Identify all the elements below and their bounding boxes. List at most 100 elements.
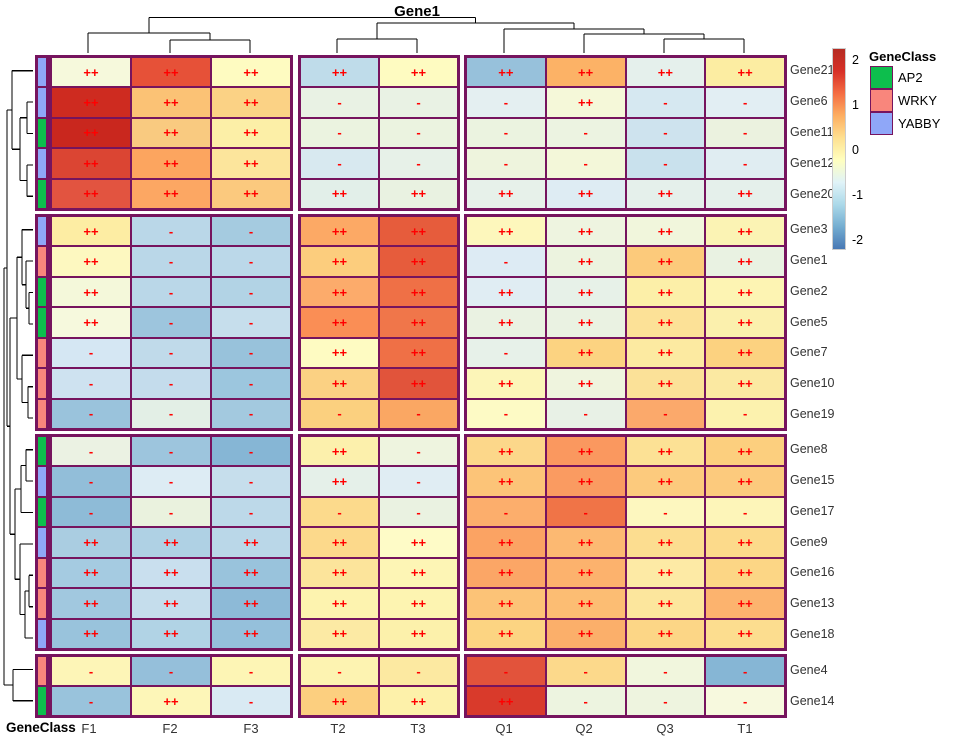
row-label-Gene9: Gene9 bbox=[790, 535, 828, 549]
heatmap-cell-Gene13-F2: ++ bbox=[131, 588, 211, 619]
heatmap-cell-Gene14-T1: - bbox=[705, 686, 785, 716]
heatmap-cell-Gene13-Q3: ++ bbox=[625, 588, 706, 619]
heatmap-cell-Gene21-T2: ++ bbox=[300, 57, 379, 88]
heatmap-cell-Gene2-T3: ++ bbox=[379, 276, 458, 308]
row-label-Gene14: Gene14 bbox=[790, 694, 835, 708]
row-label-Gene3: Gene3 bbox=[790, 222, 828, 236]
heatmap-cell-Gene21-F3: ++ bbox=[211, 57, 291, 88]
heatmap-cell-Gene12-F2: ++ bbox=[131, 148, 211, 179]
heatmap-cell-Gene10-T2: ++ bbox=[300, 368, 379, 399]
heatmap-cell-Gene19-F1: - bbox=[51, 398, 131, 429]
heatmap-cell-Gene9-Q2: ++ bbox=[545, 527, 626, 558]
row-label-Gene8: Gene8 bbox=[790, 442, 828, 456]
heatmap-cell-Gene11-F2: ++ bbox=[131, 117, 211, 149]
row-annotation-block bbox=[35, 434, 49, 651]
heatmap-cell-Gene19-Q3: - bbox=[625, 398, 706, 429]
heatmap-cell-Gene12-Q1: - bbox=[466, 148, 546, 179]
heatmap-cell-Gene5-T3: ++ bbox=[379, 307, 458, 338]
annotation-Gene9-YABBY bbox=[37, 527, 47, 558]
heatmap-cell-Gene10-Q1: ++ bbox=[466, 368, 546, 399]
heatmap-cell-Gene1-Q1: - bbox=[466, 246, 546, 277]
heatmap-cell-Gene6-T1: - bbox=[705, 87, 785, 118]
annotation-Gene3-YABBY bbox=[37, 216, 47, 247]
legend-label-YABBY: YABBY bbox=[898, 116, 941, 131]
heatmap-cell-Gene4-T3: - bbox=[379, 656, 458, 686]
heatmap-cell-Gene5-F1: ++ bbox=[51, 307, 131, 338]
heatmap-cell-Gene2-T2: ++ bbox=[300, 276, 379, 308]
annotation-Gene19-WRKY bbox=[37, 398, 47, 429]
heatmap-cell-Gene12-T3: - bbox=[379, 148, 458, 179]
heatmap-cell-Gene14-F2: ++ bbox=[131, 686, 211, 716]
row-label-Gene16: Gene16 bbox=[790, 565, 835, 579]
heatmap-cell-Gene3-F3: - bbox=[211, 216, 291, 247]
heatmap-cell-Gene12-T2: - bbox=[300, 148, 379, 179]
heatmap-block: ++ ++ ++ ++ - ++ - - - - - - - - - - ++ ++ ++ ++ bbox=[464, 55, 787, 211]
legend-swatch-YABBY bbox=[870, 112, 893, 135]
heatmap-block: - - ++ ++ bbox=[298, 654, 460, 718]
column-label-F3: F3 bbox=[243, 721, 259, 736]
heatmap-cell-Gene11-T3: - bbox=[379, 117, 458, 149]
heatmap-cell-Gene21-Q1: ++ bbox=[466, 57, 546, 88]
heatmap-cell-Gene17-T1: - bbox=[705, 496, 785, 528]
heatmap-block: ++ - - ++ - - ++ - - ++ - - - - - - - - - - - bbox=[49, 214, 293, 431]
heatmap-cell-Gene2-Q3: ++ bbox=[625, 276, 706, 308]
heatmap-cell-Gene20-F1: ++ bbox=[51, 178, 131, 209]
heatmap-cell-Gene14-F1: - bbox=[51, 686, 131, 716]
heatmap-cell-Gene7-Q2: ++ bbox=[545, 337, 626, 369]
heatmap-cell-Gene8-Q1: ++ bbox=[466, 436, 546, 467]
row-annotation-block bbox=[35, 654, 49, 718]
heatmap-cell-Gene4-Q2: - bbox=[545, 656, 626, 686]
annotation-Gene15-YABBY bbox=[37, 466, 47, 497]
heatmap-cell-Gene7-F3: - bbox=[211, 337, 291, 369]
row-label-Gene15: Gene15 bbox=[790, 473, 835, 487]
heatmap-cell-Gene10-T1: ++ bbox=[705, 368, 785, 399]
heatmap-cell-Gene7-T1: ++ bbox=[705, 337, 785, 369]
heatmap-cell-Gene8-F2: - bbox=[131, 436, 211, 467]
heatmap-cell-Gene7-F2: - bbox=[131, 337, 211, 369]
heatmap-cell-Gene20-F2: ++ bbox=[131, 178, 211, 209]
column-label-T2: T2 bbox=[330, 721, 346, 736]
heatmap-cell-Gene4-Q3: - bbox=[625, 656, 706, 686]
column-label-Q3: Q3 bbox=[656, 721, 674, 736]
legend-label-AP2: AP2 bbox=[898, 70, 923, 85]
row-label-Gene13: Gene13 bbox=[790, 596, 835, 610]
heatmap-cell-Gene20-F3: ++ bbox=[211, 178, 291, 209]
heatmap-cell-Gene7-T2: ++ bbox=[300, 337, 379, 369]
heatmap-cell-Gene7-Q1: - bbox=[466, 337, 546, 369]
heatmap-cell-Gene20-T2: ++ bbox=[300, 178, 379, 209]
heatmap-cell-Gene16-F1: ++ bbox=[51, 557, 131, 589]
row-label-Gene4: Gene4 bbox=[790, 663, 828, 677]
heatmap-cell-Gene6-F2: ++ bbox=[131, 87, 211, 118]
row-label-Gene17: Gene17 bbox=[790, 504, 835, 518]
heatmap-cell-Gene6-Q1: - bbox=[466, 87, 546, 118]
heatmap-cell-Gene1-F1: ++ bbox=[51, 246, 131, 277]
heatmap-cell-Gene9-Q1: ++ bbox=[466, 527, 546, 558]
heatmap-cell-Gene1-T1: ++ bbox=[705, 246, 785, 277]
heatmap-cell-Gene4-T1: - bbox=[705, 656, 785, 686]
heatmap-cell-Gene10-Q2: ++ bbox=[545, 368, 626, 399]
heatmap-cell-Gene17-F2: - bbox=[131, 496, 211, 528]
heatmap-cell-Gene18-Q3: ++ bbox=[625, 618, 706, 649]
heatmap-cell-Gene17-F3: - bbox=[211, 496, 291, 528]
heatmap-cell-Gene13-T2: ++ bbox=[300, 588, 379, 619]
chart-title: Gene1 bbox=[394, 3, 440, 20]
legend-swatch-WRKY bbox=[870, 89, 893, 112]
heatmap-cell-Gene19-F3: - bbox=[211, 398, 291, 429]
heatmap-cell-Gene15-F3: - bbox=[211, 466, 291, 497]
annotation-Gene14-AP2 bbox=[37, 686, 47, 716]
heatmap-cell-Gene8-Q3: ++ bbox=[625, 436, 706, 467]
heatmap-cell-Gene4-T2: - bbox=[300, 656, 379, 686]
heatmap-cell-Gene17-Q1: - bbox=[466, 496, 546, 528]
heatmap-cell-Gene18-T2: ++ bbox=[300, 618, 379, 649]
row-label-Gene7: Gene7 bbox=[790, 345, 828, 359]
heatmap-cell-Gene5-T1: ++ bbox=[705, 307, 785, 338]
heatmap-cell-Gene16-T3: ++ bbox=[379, 557, 458, 589]
heatmap-cell-Gene7-T3: ++ bbox=[379, 337, 458, 369]
row-label-Gene20: Gene20 bbox=[790, 187, 835, 201]
heatmap-cell-Gene19-F2: - bbox=[131, 398, 211, 429]
heatmap-cell-Gene18-F3: ++ bbox=[211, 618, 291, 649]
heatmap-block: ++ ++ ++ ++ - ++ ++ ++ ++ ++ ++ ++ ++ ++ ++ ++ - ++ ++ ++ ++… bbox=[464, 214, 787, 431]
heatmap-cell-Gene12-T1: - bbox=[705, 148, 785, 179]
heatmap-cell-Gene5-Q1: ++ bbox=[466, 307, 546, 338]
heatmap-cell-Gene2-F2: - bbox=[131, 276, 211, 308]
